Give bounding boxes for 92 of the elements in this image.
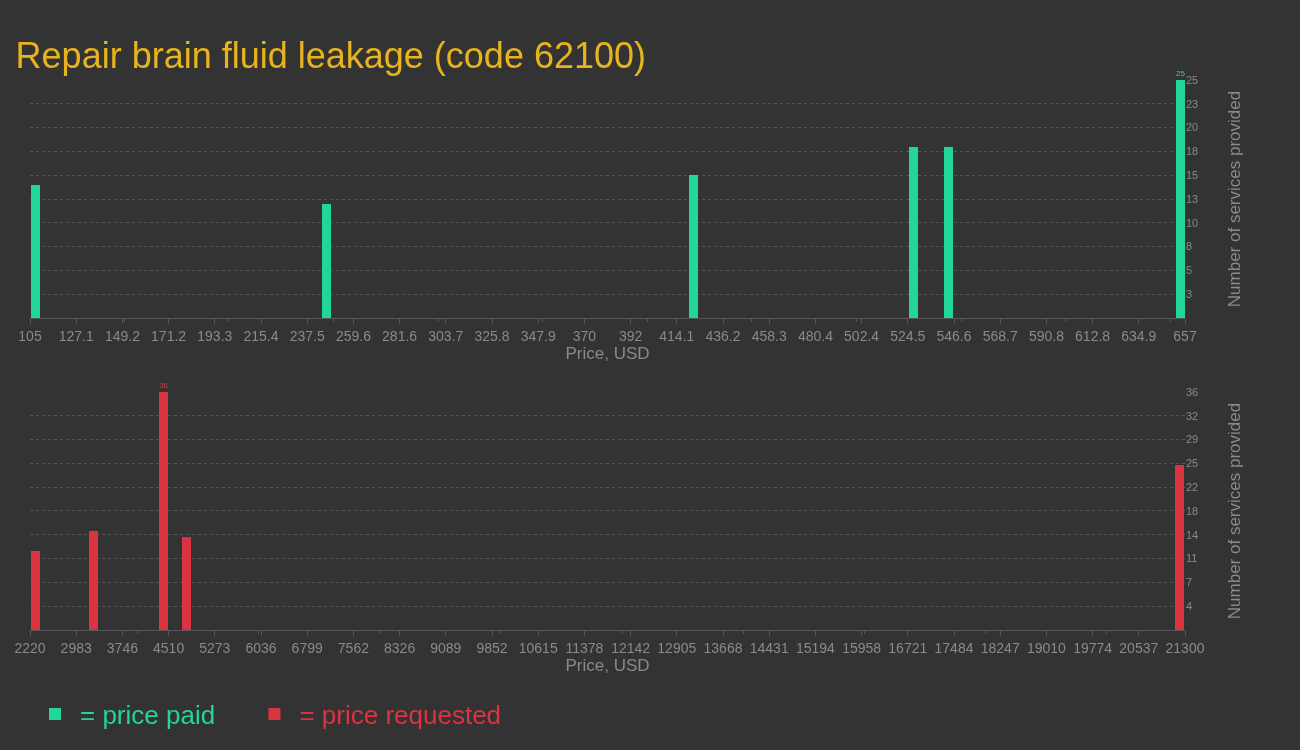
- x-tick-label: 4510: [153, 639, 185, 656]
- x-tick-label: 18247: [980, 639, 1020, 656]
- y-tick-label: 20: [1186, 121, 1199, 134]
- y-tick-label: 13: [1186, 192, 1199, 205]
- bar: [322, 204, 331, 318]
- data-label: 36: [159, 380, 169, 390]
- y-tick-label: 7: [1186, 576, 1193, 589]
- bar: [89, 530, 98, 630]
- y-tick-label: 11: [1186, 552, 1198, 565]
- legend-label: = price requested: [299, 700, 502, 731]
- y-tick-label: 25: [1186, 73, 1199, 86]
- y-tick-label: 5: [1186, 264, 1193, 277]
- bar: [1176, 80, 1185, 318]
- x-tick-label: 193.3: [197, 327, 233, 344]
- x-tick-label: 2983: [60, 639, 92, 656]
- x-tick-label: 13668: [703, 639, 743, 656]
- x-tick-label: 2220: [14, 639, 46, 656]
- x-tick-label: 14431: [749, 639, 789, 656]
- y-tick-label: 10: [1186, 216, 1199, 229]
- y-tick-label: 32: [1186, 409, 1199, 422]
- chart-title: Repair brain fluid leakage (code 62100): [15, 35, 647, 77]
- x-tick-label: 19774: [1073, 639, 1113, 656]
- x-tick-label: 634.9: [1121, 327, 1157, 344]
- x-tick-label: 10615: [518, 639, 558, 656]
- bar: [944, 147, 953, 318]
- bar: [159, 391, 168, 630]
- x-tick-label: 12142: [611, 639, 651, 656]
- x-tick-label: 436.2: [705, 327, 741, 344]
- x-tick-label: 105: [18, 327, 42, 344]
- y-tick-label: 23: [1186, 97, 1199, 110]
- y-tick-label: 25: [1186, 457, 1199, 470]
- x-tick-label: 9089: [430, 639, 462, 656]
- x-tick-label: 3746: [106, 639, 139, 656]
- x-tick-label: 6799: [291, 639, 323, 656]
- x-tick-label: 9852: [476, 639, 508, 656]
- x-tick-label: 657: [1173, 327, 1197, 344]
- data-label: 25: [1176, 68, 1186, 78]
- x-tick-label: 215.4: [243, 327, 279, 344]
- x-tick-label: 21300: [1165, 639, 1205, 656]
- x-tick-label: 6036: [245, 639, 277, 656]
- y-axis-title: Number of services provided: [1224, 90, 1244, 308]
- y-tick-label: 36: [1186, 385, 1199, 398]
- x-axis-title: Price, USD: [565, 344, 650, 364]
- bar: [1175, 464, 1184, 630]
- x-tick-label: 612.8: [1075, 327, 1111, 344]
- x-tick-label: 149.2: [104, 327, 141, 344]
- x-tick-label: 370: [572, 327, 597, 344]
- x-tick-label: 5273: [199, 639, 231, 656]
- x-tick-label: 15958: [842, 639, 882, 656]
- y-tick-label: 18: [1186, 145, 1199, 158]
- x-tick-label: 237.5: [289, 327, 325, 344]
- y-tick-label: 29: [1186, 433, 1199, 446]
- x-tick-label: 127.1: [58, 327, 94, 344]
- bar: [689, 175, 698, 318]
- x-tick-label: 303.7: [428, 327, 464, 344]
- x-tick-label: 480.4: [797, 327, 834, 344]
- y-tick-label: 22: [1186, 481, 1199, 494]
- x-tick-label: 17484: [934, 639, 974, 656]
- x-tick-label: 12905: [657, 639, 697, 656]
- y-tick-label: 15: [1186, 169, 1199, 182]
- x-tick-label: 458.3: [751, 327, 787, 344]
- bar: [182, 536, 191, 630]
- x-tick-label: 392: [618, 327, 643, 344]
- y-tick-label: 3: [1186, 288, 1193, 301]
- x-tick-label: 16721: [888, 639, 928, 656]
- x-tick-label: 568.7: [982, 327, 1018, 344]
- x-tick-label: 546.6: [936, 327, 972, 344]
- x-tick-label: 15194: [795, 639, 836, 656]
- x-tick-label: 590.8: [1028, 327, 1065, 344]
- x-tick-label: 414.1: [659, 327, 695, 344]
- x-tick-label: 259.6: [335, 327, 372, 344]
- x-tick-label: 502.4: [844, 327, 880, 344]
- y-tick-label: 4: [1186, 600, 1193, 613]
- y-tick-label: 18: [1186, 504, 1199, 517]
- x-tick-label: 19010: [1026, 639, 1067, 656]
- x-tick-label: 325.8: [474, 327, 510, 344]
- x-tick-label: 524.5: [890, 327, 926, 344]
- y-tick-label: 14: [1186, 528, 1199, 541]
- x-tick-label: 7562: [337, 639, 370, 656]
- x-tick-label: 8326: [384, 639, 416, 656]
- x-tick-label: 11378: [565, 639, 604, 656]
- x-axis-title: Price, USD: [565, 656, 650, 676]
- y-axis-title: Number of services provided: [1224, 402, 1244, 620]
- legend-label: = price paid: [80, 700, 216, 731]
- bar: [31, 550, 40, 630]
- x-tick-label: 347.9: [520, 327, 556, 344]
- bar: [909, 147, 918, 318]
- x-tick-label: 171.2: [151, 327, 187, 344]
- bar: [31, 185, 40, 318]
- x-tick-label: 281.6: [382, 327, 418, 344]
- y-tick-label: 8: [1186, 240, 1193, 253]
- x-tick-label: 20537: [1119, 639, 1159, 656]
